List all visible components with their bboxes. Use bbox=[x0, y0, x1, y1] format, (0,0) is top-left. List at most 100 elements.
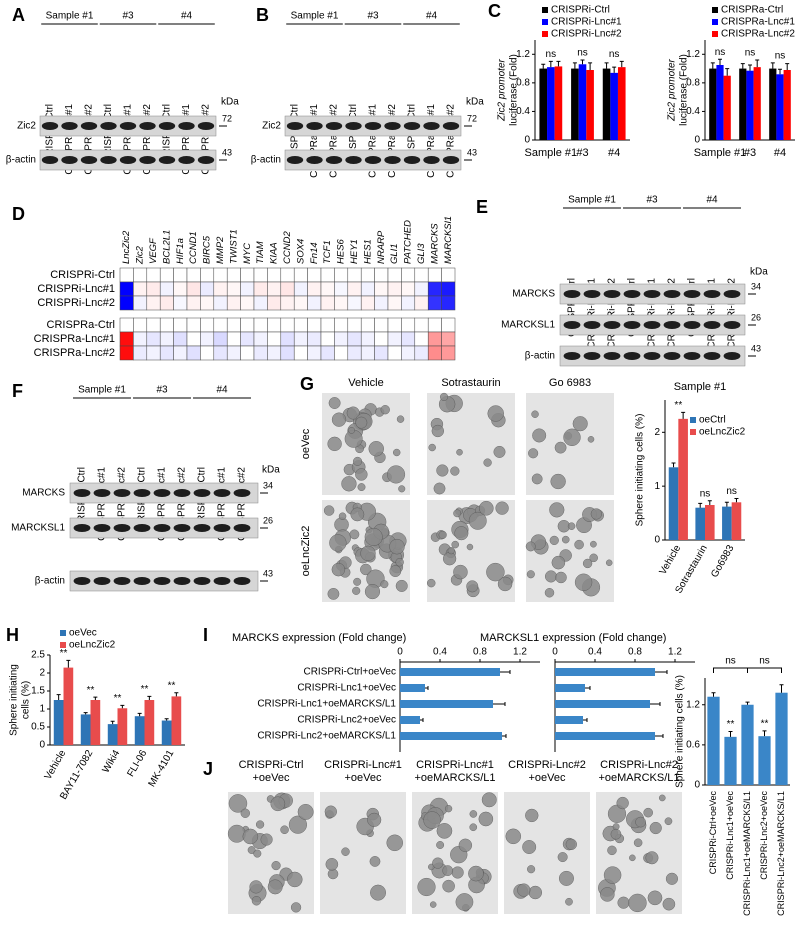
sphere bbox=[370, 884, 387, 901]
column-label: Sotrastaurin bbox=[441, 377, 500, 389]
error-bar bbox=[681, 411, 686, 419]
heat-cell bbox=[401, 281, 416, 297]
heat-cell bbox=[173, 281, 188, 297]
column-label: HIF1a bbox=[175, 238, 186, 264]
heat-cell bbox=[159, 281, 174, 297]
error-bar bbox=[572, 62, 577, 69]
panel-letter: J bbox=[203, 759, 213, 779]
sphere bbox=[395, 579, 408, 592]
heat-cell bbox=[320, 295, 335, 311]
heat-cell bbox=[186, 267, 201, 283]
row-label: CRISPRa-Lnc#1 bbox=[34, 333, 115, 345]
bar bbox=[171, 696, 182, 745]
x-tick-label: 1.2 bbox=[513, 647, 527, 658]
heat-cell bbox=[200, 331, 215, 347]
sphere bbox=[287, 871, 303, 888]
annotation: ** bbox=[141, 684, 149, 695]
lane-label: CRISPRa-Lnc#1 bbox=[309, 104, 320, 178]
bar bbox=[555, 700, 650, 708]
y-tick-label: 0 bbox=[39, 740, 45, 751]
y-tick-label: CRISPRi-Lnc1+oeVec bbox=[297, 683, 396, 694]
sphere bbox=[478, 811, 494, 827]
y-tick-label: 1 bbox=[39, 704, 45, 715]
error-bar bbox=[174, 692, 179, 697]
sphere bbox=[346, 406, 360, 420]
column-label: CCND2 bbox=[282, 231, 293, 264]
heat-cell bbox=[146, 295, 161, 311]
sphere bbox=[582, 558, 593, 569]
sphere bbox=[531, 410, 539, 418]
band bbox=[193, 577, 211, 585]
x-tick-label: #4 bbox=[608, 147, 620, 159]
sphere bbox=[567, 522, 576, 530]
error-bar bbox=[725, 68, 730, 76]
annotation: ns bbox=[700, 488, 711, 499]
heat-cell bbox=[240, 317, 255, 333]
marker-label: 43 bbox=[467, 147, 477, 157]
heat-cell bbox=[293, 345, 308, 361]
legend-swatch bbox=[712, 31, 718, 37]
lane-label: CRISPRi-Lnc#2 bbox=[727, 278, 738, 349]
band bbox=[113, 489, 131, 497]
heat-cell bbox=[159, 317, 174, 333]
sphere bbox=[380, 405, 390, 415]
error-bar bbox=[734, 498, 739, 503]
sphere bbox=[364, 583, 381, 600]
heat-cell bbox=[307, 267, 322, 283]
bar bbox=[741, 704, 754, 785]
legend-swatch bbox=[712, 7, 718, 13]
heat-cell bbox=[347, 317, 362, 333]
sphere bbox=[348, 426, 355, 434]
sphere bbox=[355, 416, 368, 429]
sphere bbox=[603, 866, 622, 884]
band bbox=[197, 156, 215, 164]
group-label: #3 bbox=[367, 11, 379, 22]
error-bar bbox=[147, 695, 152, 700]
y-tick-label: CRISPRi-Lnc2+oeMARCKS/L1 bbox=[257, 731, 396, 742]
error-bar bbox=[93, 696, 98, 700]
sphere bbox=[423, 811, 441, 829]
heat-cell bbox=[119, 281, 134, 297]
heat-cell bbox=[146, 317, 161, 333]
sphere bbox=[528, 448, 539, 459]
x-tick-label: CRISPRi-Lnc2+oeVec bbox=[759, 791, 769, 880]
legend-label: CRISPRa-Ctrl bbox=[721, 5, 783, 16]
sphere bbox=[468, 511, 487, 530]
unit-label: kDa bbox=[750, 267, 768, 278]
bar bbox=[547, 67, 555, 140]
row-label: oeLncZic2 bbox=[300, 526, 312, 577]
band bbox=[173, 577, 191, 585]
sphere bbox=[392, 448, 401, 457]
sphere bbox=[428, 443, 436, 452]
caption: CRISPRi-Lnc#1 bbox=[416, 759, 494, 771]
bar bbox=[400, 700, 493, 708]
heat-cell bbox=[401, 295, 416, 311]
bar bbox=[739, 68, 747, 140]
marker-label: 72 bbox=[222, 113, 232, 123]
group-label: #4 bbox=[706, 195, 718, 206]
chart-title: Sample #1 bbox=[674, 381, 727, 393]
heat-cell bbox=[307, 295, 322, 311]
heat-cell bbox=[213, 317, 228, 333]
legend-swatch bbox=[60, 630, 66, 636]
panel-letter: I bbox=[203, 625, 208, 645]
caption: CRISPRi-Lnc#2 bbox=[508, 759, 586, 771]
error-bar bbox=[745, 701, 750, 705]
heat-cell bbox=[119, 345, 134, 361]
sphere bbox=[664, 817, 673, 826]
heat-cell bbox=[441, 281, 456, 297]
row-label: CRISPRa-Ctrl bbox=[47, 319, 115, 331]
legend-label: CRISPRi-Ctrl bbox=[551, 5, 610, 16]
heat-cell bbox=[226, 281, 241, 297]
marker-label: 43 bbox=[751, 343, 761, 353]
heat-cell bbox=[387, 317, 402, 333]
error-bar bbox=[588, 62, 593, 70]
error-bar bbox=[762, 730, 767, 737]
heat-cell bbox=[133, 267, 148, 283]
bar bbox=[80, 714, 91, 745]
sphere bbox=[469, 823, 478, 832]
band bbox=[61, 156, 78, 164]
sphere bbox=[355, 468, 368, 481]
error-bar bbox=[785, 63, 790, 70]
band bbox=[286, 122, 304, 130]
